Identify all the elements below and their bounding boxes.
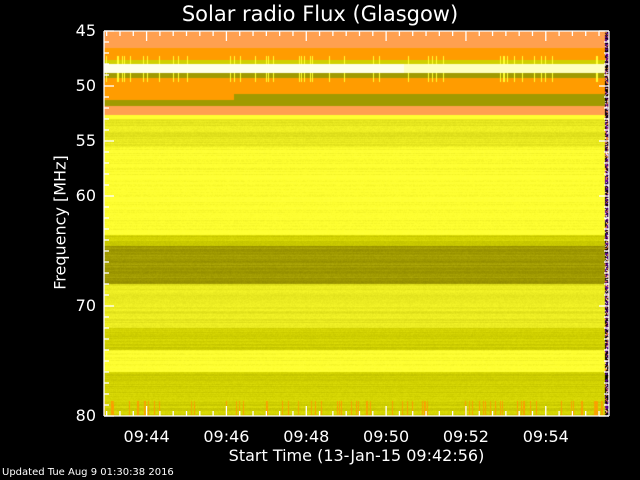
x-tick-label: 09:54 <box>522 427 569 446</box>
x-tick-label: 09:52 <box>442 427 489 446</box>
y-tick-label: 60 <box>75 186 96 205</box>
y-tick-label: 45 <box>75 21 96 40</box>
x-tick-label: 09:48 <box>283 427 330 446</box>
x-axis-label: Start Time (13-Jan-15 09:42:56) <box>228 446 485 465</box>
chart-title: Solar radio Flux (Glasgow) <box>181 2 459 26</box>
x-tick-label: 09:44 <box>123 427 170 446</box>
x-tick-label: 09:46 <box>203 427 250 446</box>
spectrogram-heatmap <box>104 31 609 416</box>
updated-timestamp: Updated Tue Aug 9 01:30:38 2016 <box>2 467 174 478</box>
y-tick-label: 55 <box>75 131 96 150</box>
y-tick-label: 50 <box>75 76 96 95</box>
x-tick-label: 09:50 <box>363 427 410 446</box>
y-tick-label: 80 <box>75 406 96 425</box>
y-tick-label: 70 <box>75 296 96 315</box>
